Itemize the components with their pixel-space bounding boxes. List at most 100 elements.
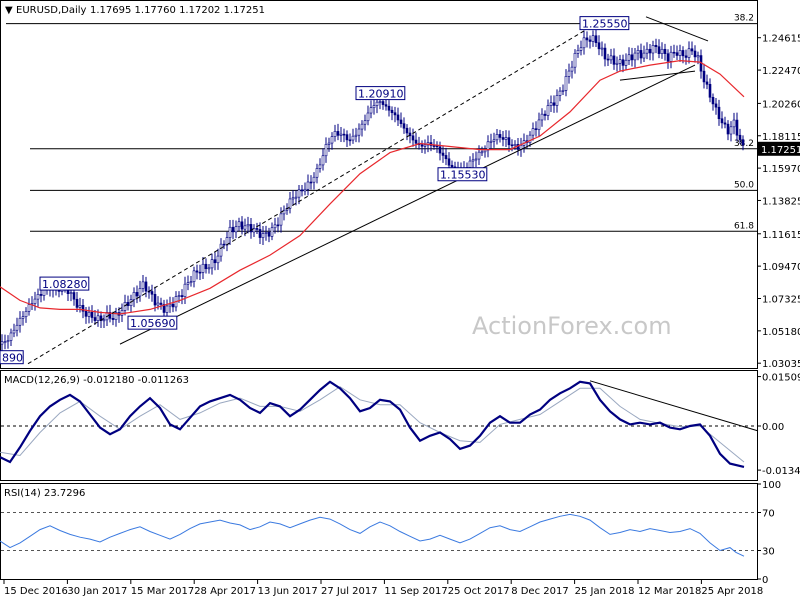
candle-body — [78, 305, 82, 308]
candle-body — [423, 144, 427, 147]
candle-body — [267, 232, 271, 237]
candle-body — [621, 59, 625, 66]
price-annotation-label: 1.15530 — [440, 169, 486, 182]
candle-body — [504, 137, 508, 140]
candle-body — [84, 310, 88, 317]
candle-body — [489, 140, 493, 143]
candle-body — [573, 53, 577, 68]
candle-body — [534, 128, 538, 130]
candle-body — [393, 112, 397, 116]
candle-body — [438, 146, 442, 154]
watermark: ActionForex.com — [472, 312, 672, 340]
macd-axis-label: -0.013479 — [762, 466, 800, 477]
candle-body — [411, 135, 415, 141]
candle-body — [27, 304, 31, 312]
candle-body — [189, 281, 193, 284]
candle-body — [222, 243, 226, 246]
price-annotation-box — [39, 276, 90, 291]
price-annotation-box — [127, 315, 178, 330]
candle-body — [600, 47, 604, 50]
candle-body — [213, 259, 217, 264]
rsi-axis-label: 0 — [762, 575, 768, 586]
candle-body — [387, 105, 391, 111]
candle-body — [168, 303, 172, 307]
rsi-axis-label: 70 — [762, 509, 775, 520]
candle-body — [210, 259, 214, 269]
candle-body — [369, 107, 373, 114]
candle-body — [69, 292, 73, 294]
candle-body — [9, 332, 13, 341]
channel-dashed-line — [27, 20, 601, 365]
price-axis-label: 1.11615 — [762, 230, 800, 241]
candle-body — [258, 229, 262, 238]
candle-body — [507, 137, 511, 146]
last-price-label: 1.17251 — [761, 145, 800, 156]
price-axis-label: 1.07325 — [762, 294, 800, 305]
candle-body — [324, 144, 328, 157]
candle-body — [195, 270, 199, 273]
candle-body — [24, 311, 28, 318]
candle-body — [252, 228, 256, 233]
candle-body — [300, 189, 304, 192]
price-axis-label: 1.20260 — [762, 99, 800, 110]
candle-body — [693, 50, 697, 58]
candle-body — [198, 271, 202, 274]
candle-body — [648, 48, 652, 54]
candle-body — [246, 224, 250, 227]
candle-body — [231, 226, 235, 233]
candle-body — [624, 59, 628, 66]
candle-body — [291, 197, 295, 200]
candle-body — [156, 302, 160, 306]
candle-body — [384, 104, 388, 107]
candle-body — [330, 136, 334, 144]
trend-line — [119, 64, 696, 345]
candle-body — [3, 341, 7, 343]
candle-body — [237, 221, 241, 228]
candle-body — [171, 303, 175, 308]
time-axis-label: 25 Oct 2017 — [448, 586, 510, 597]
time-axis-label: 8 Dec 2017 — [511, 586, 569, 597]
rsi-pane — [0, 483, 758, 580]
candle-body — [663, 48, 667, 54]
candle-body — [180, 295, 184, 297]
price-annotation-box — [579, 16, 630, 31]
candle-body — [468, 160, 472, 168]
candle-body — [501, 137, 505, 140]
candle-body — [660, 48, 664, 54]
symbol-label: EURUSD,Daily — [16, 5, 87, 16]
candle-body — [498, 134, 502, 138]
trend-line — [619, 70, 696, 81]
trend-line — [645, 16, 709, 42]
candle-body — [12, 329, 16, 334]
candle-body — [240, 221, 244, 230]
macd-axis-label: 0.00 — [762, 422, 784, 433]
candle-body — [162, 304, 166, 313]
macd-header: MACD(12,26,9) -0.012180 -0.011263 — [4, 375, 189, 386]
candle-body — [711, 96, 715, 105]
candle-body — [480, 151, 484, 154]
candle-body — [588, 39, 592, 42]
candle-body — [717, 106, 721, 120]
price-annotation-label: 1.25550 — [582, 18, 628, 31]
candle-body — [372, 105, 376, 109]
candle-body — [303, 188, 307, 192]
time-axis-label: 13 Jun 2017 — [258, 586, 318, 597]
candle-body — [249, 224, 253, 233]
candle-body — [0, 341, 4, 345]
candle-body — [738, 134, 742, 140]
price-axis-label: 1.24615 — [762, 34, 800, 45]
candle-body — [186, 282, 190, 285]
candle-body — [396, 114, 400, 121]
candle-body — [21, 316, 25, 319]
symbol-dropdown-icon[interactable]: ▼ — [5, 5, 13, 16]
candle-body — [564, 76, 568, 91]
time-axis-label: 12 Mar 2018 — [638, 586, 701, 597]
candle-body — [255, 228, 259, 230]
candle-body — [201, 263, 205, 273]
candle-body — [378, 101, 382, 103]
candle-body — [219, 243, 223, 257]
candle-body — [741, 139, 745, 146]
candle-body — [366, 112, 370, 122]
candle-body — [402, 123, 406, 129]
candle-body — [591, 35, 595, 42]
